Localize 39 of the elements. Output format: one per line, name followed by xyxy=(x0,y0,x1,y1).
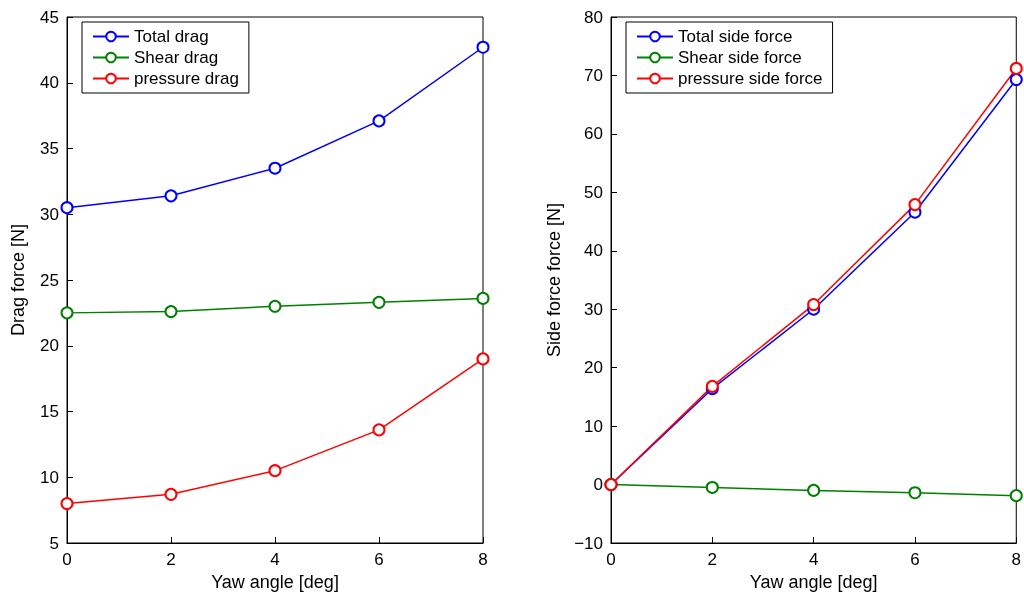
legend-label: Shear drag xyxy=(134,48,219,67)
y-tick-label: 10 xyxy=(40,467,59,487)
y-tick-label: 40 xyxy=(584,241,603,261)
y-tick-label: 0 xyxy=(593,475,603,495)
x-tick-label: 2 xyxy=(707,550,718,569)
legend-label: Total drag xyxy=(134,27,209,46)
y-tick-label: 60 xyxy=(584,124,603,144)
x-tick-label: 0 xyxy=(62,550,72,569)
x-tick-label: 4 xyxy=(270,550,280,569)
x-tick-label: 8 xyxy=(478,550,488,569)
y-tick-label: 40 xyxy=(40,73,59,93)
y-tick-label: 70 xyxy=(584,65,603,85)
legend-label: Total side force xyxy=(678,27,793,46)
legend-label: pressure side force xyxy=(678,69,823,88)
y-axis-title: Side force force [N] xyxy=(544,202,565,358)
x-tick-label: 6 xyxy=(910,550,920,569)
y-tick-label: 25 xyxy=(40,270,59,290)
y-axis-title: Drag force [N] xyxy=(8,223,28,337)
x-tick-label: 4 xyxy=(808,550,819,569)
y-tick-label: −10 xyxy=(574,533,603,553)
y-tick-label: 30 xyxy=(40,204,59,224)
y-tick-label: 20 xyxy=(40,336,59,356)
y-tick-label: 15 xyxy=(40,402,59,421)
y-tick-label: 45 xyxy=(40,7,59,27)
y-tick-label: 35 xyxy=(40,139,59,158)
y-tick-label: 5 xyxy=(49,533,59,553)
legend-label: pressure drag xyxy=(134,69,239,88)
x-tick-label: 6 xyxy=(374,550,384,569)
x-axis-title: Yaw angle [deg] xyxy=(211,572,339,592)
x-tick-label: 0 xyxy=(606,550,616,569)
y-tick-label: 30 xyxy=(584,299,603,319)
y-tick-label: 50 xyxy=(584,182,603,202)
x-tick-label: 8 xyxy=(1011,550,1022,569)
y-tick-label: 10 xyxy=(584,416,603,436)
legend-label: Shear side force xyxy=(678,48,802,67)
x-axis-title: Yaw angle [deg] xyxy=(749,572,878,592)
y-tick-label: 20 xyxy=(584,358,603,378)
x-tick-label: 2 xyxy=(166,550,176,569)
y-tick-label: 80 xyxy=(584,7,603,27)
